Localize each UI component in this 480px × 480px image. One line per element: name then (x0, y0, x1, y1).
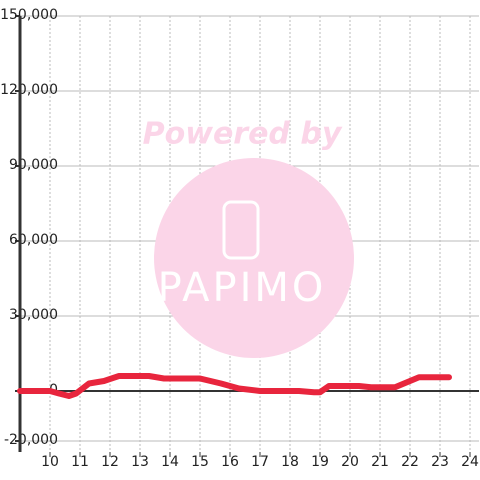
watermark-text: Powered by (143, 117, 343, 152)
x-tick-label: 17 (251, 454, 269, 470)
data-line (17, 373, 452, 399)
x-tick-label: 16 (221, 454, 239, 470)
x-tick-label: 18 (281, 454, 299, 470)
x-tick-label: 20 (341, 454, 359, 470)
x-tick-label: 19 (311, 454, 329, 470)
x-tick-label: 12 (101, 454, 119, 470)
y-tick-label: 120,000 (0, 82, 58, 98)
x-tick-label: 10 (41, 454, 59, 470)
x-tick-label: 11 (71, 454, 89, 470)
x-tick-label: 24 (461, 454, 479, 470)
x-tick-label: 15 (191, 454, 209, 470)
x-tick-label: 23 (431, 454, 449, 470)
y-tick-label: 150,000 (0, 7, 58, 23)
y-tick-label: 90,000 (9, 157, 58, 173)
x-tick-label: 21 (371, 454, 389, 470)
y-tick-label: 60,000 (9, 232, 58, 248)
y-tick-label: -20,000 (4, 432, 58, 448)
x-tick-label: 13 (131, 454, 149, 470)
watermark-icon (222, 200, 260, 260)
x-tick-label: 22 (401, 454, 419, 470)
watermark-logo: PAPIMO (158, 265, 327, 311)
x-tick-label: 14 (161, 454, 179, 470)
y-tick-label: 30,000 (9, 307, 58, 323)
